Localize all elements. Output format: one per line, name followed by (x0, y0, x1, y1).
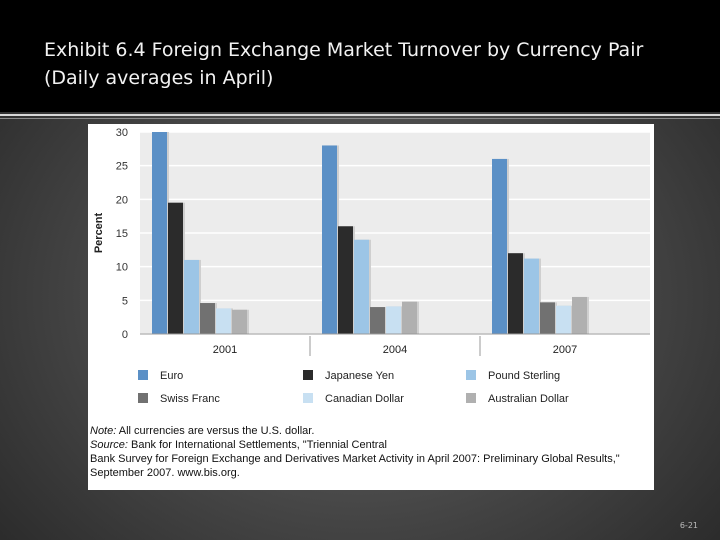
title-divider-thin (0, 118, 720, 119)
y-tick-label: 15 (116, 228, 128, 240)
bar (540, 302, 555, 334)
legend-swatch (303, 370, 313, 380)
legend-label: Swiss Franc (160, 393, 220, 405)
title-divider (0, 114, 720, 116)
legend-swatch (138, 393, 148, 403)
x-tick-label: 2004 (383, 344, 407, 356)
bar (168, 202, 183, 334)
source-label: Source: (90, 439, 128, 451)
source-line-2: Bank Survey for Foreign Exchange and Der… (90, 453, 620, 465)
bar (524, 258, 539, 334)
legend-label: Euro (160, 370, 183, 382)
y-tick-label: 20 (116, 194, 128, 206)
note-block: Note: All currencies are versus the U.S.… (90, 424, 650, 480)
title-bar: Exhibit 6.4 Foreign Exchange Market Turn… (0, 0, 720, 112)
source-text: Bank for International Settlements, "Tri… (130, 439, 387, 451)
bar-chart: 0 5 10 15 20 25 30 Percent 2001 2004 2007 Euro Japan… (93, 127, 650, 405)
legend-label: Japanese Yen (325, 370, 394, 382)
legend-swatch (303, 393, 313, 403)
bar (386, 306, 401, 334)
y-axis-label: Percent (93, 212, 105, 253)
bar (200, 303, 215, 334)
y-tick-label: 0 (122, 329, 128, 341)
x-tick-label: 2001 (213, 344, 237, 356)
source-line-3: September 2007. www.bis.org. (90, 467, 240, 479)
legend-label: Pound Sterling (488, 370, 560, 382)
note-line: Note: All currencies are versus the U.S.… (90, 424, 650, 438)
bar (354, 239, 369, 334)
bar (370, 307, 385, 334)
bar (508, 253, 523, 334)
bar (572, 296, 587, 334)
bar (556, 305, 571, 334)
bar (152, 132, 167, 334)
note-label: Note: (90, 425, 117, 437)
bar (216, 308, 231, 334)
source-line: Source: Bank for International Settlemen… (90, 438, 650, 452)
legend-label: Australian Dollar (488, 393, 569, 405)
bar (322, 145, 337, 334)
legend-label: Canadian Dollar (325, 393, 404, 405)
y-tick-label: 30 (116, 127, 128, 139)
y-tick-label: 10 (116, 262, 128, 274)
bar (232, 309, 247, 334)
y-tick-label: 25 (116, 161, 128, 173)
y-tick-label: 5 (122, 295, 128, 307)
bar (402, 301, 417, 334)
page-number: 6-21 (679, 521, 698, 530)
slide-title: Exhibit 6.4 Foreign Exchange Market Turn… (44, 39, 644, 89)
x-tick-label: 2007 (553, 344, 577, 356)
legend-swatch (466, 393, 476, 403)
bar (338, 226, 353, 334)
legend-swatch (138, 370, 148, 380)
legend-swatch (466, 370, 476, 380)
note-text: All currencies are versus the U.S. dolla… (118, 425, 315, 437)
bar (492, 158, 507, 334)
exhibit-panel: 0 5 10 15 20 25 30 Percent 2001 2004 2007 Euro Japan… (88, 124, 654, 490)
bar (184, 259, 199, 334)
